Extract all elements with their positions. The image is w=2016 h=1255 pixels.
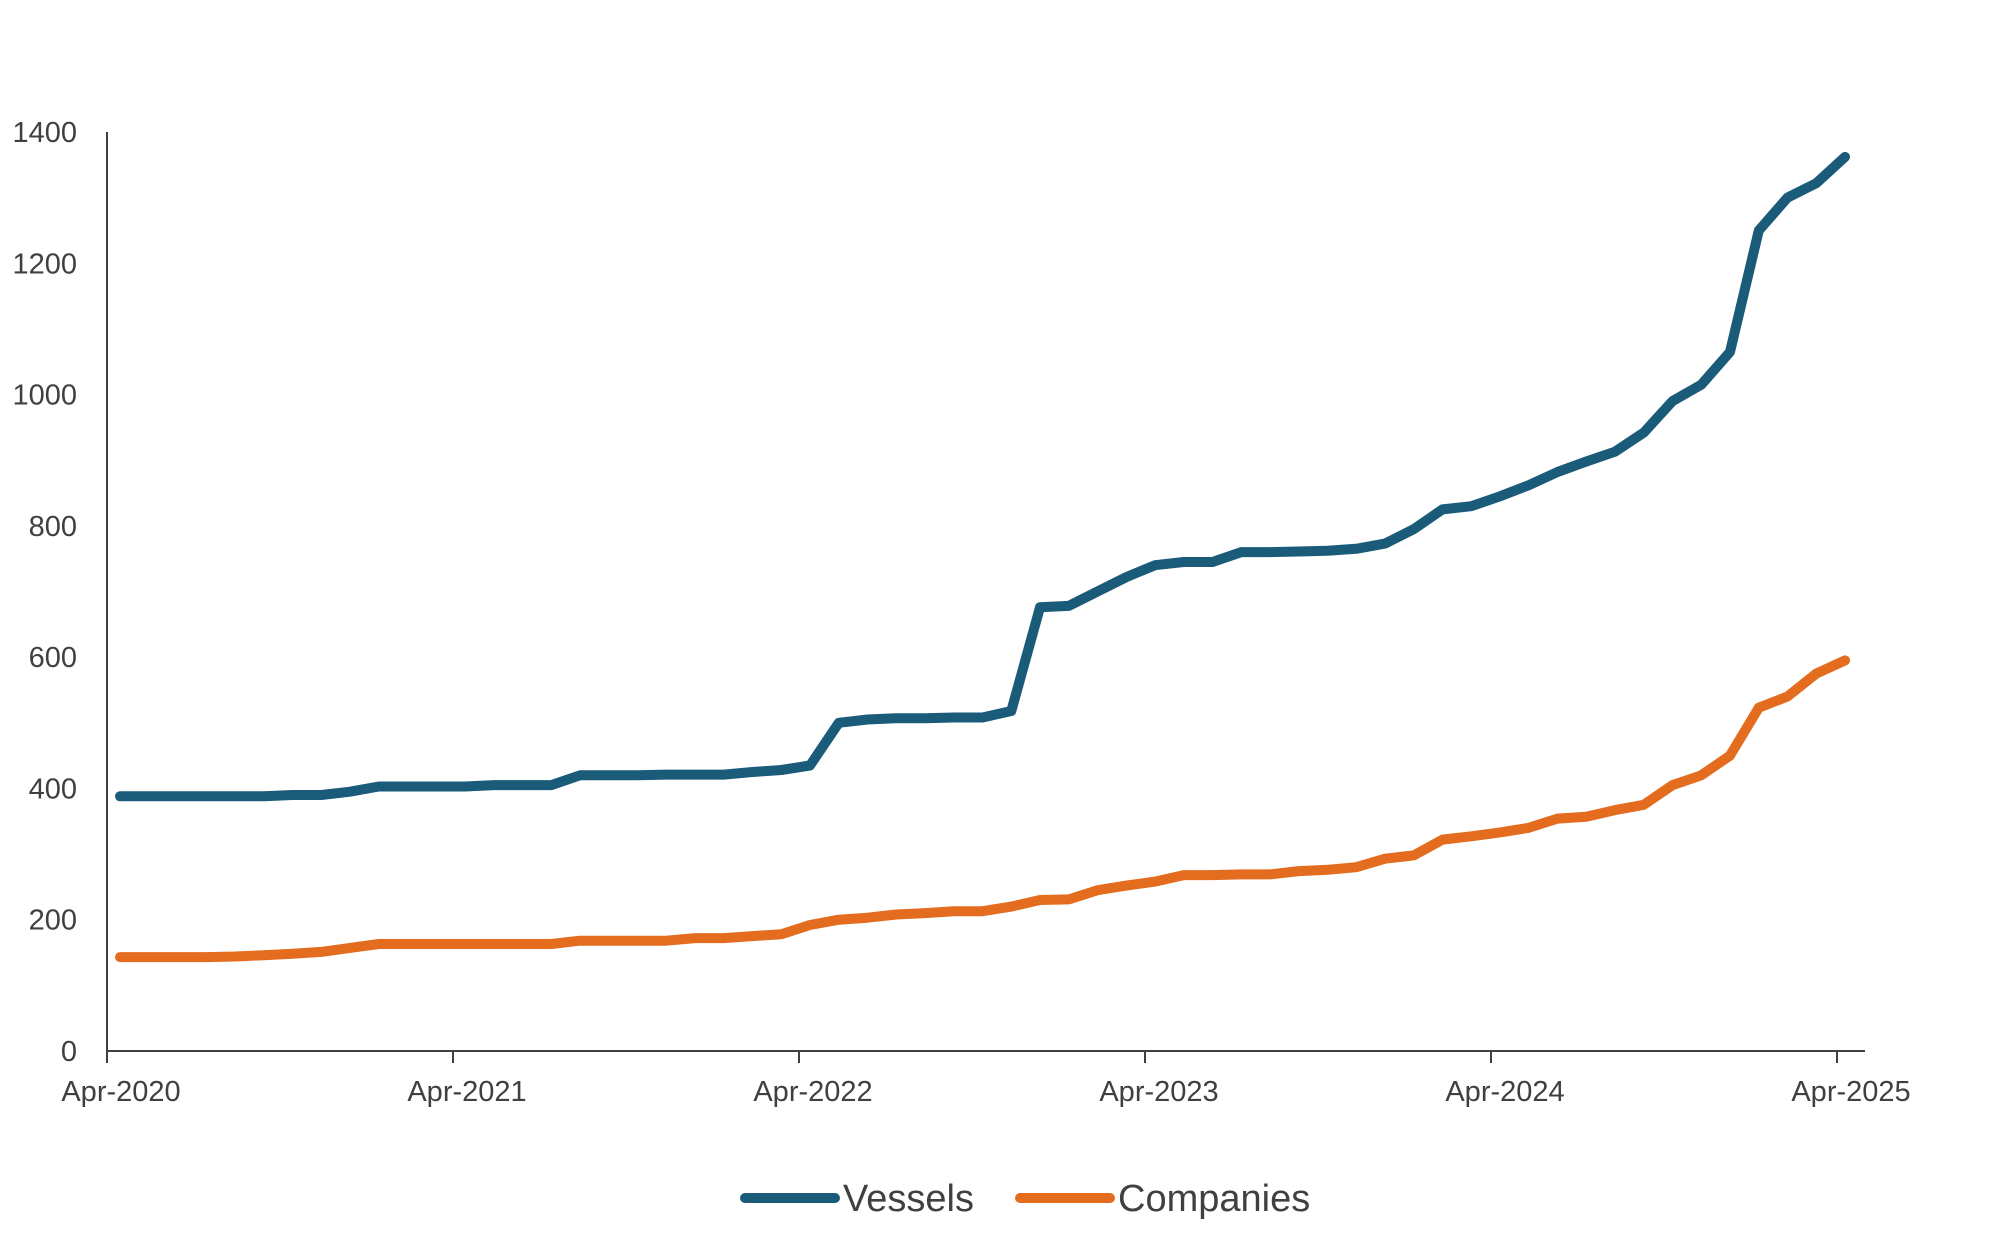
x-tick-label: Apr-2025: [1791, 1076, 1910, 1108]
y-tick-label: 1000: [12, 380, 77, 412]
x-tick-label: Apr-2024: [1445, 1076, 1564, 1108]
y-tick-label: 1200: [12, 248, 77, 280]
x-tick-label: Apr-2022: [753, 1076, 872, 1108]
legend: Vessels Companies: [740, 1178, 1310, 1220]
legend-label-vessels: Vessels: [843, 1178, 974, 1220]
x-tick-label: Apr-2023: [1099, 1076, 1218, 1108]
y-tick-label: 0: [61, 1036, 77, 1068]
series-line-companies: [115, 655, 1850, 963]
legend-label-companies: Companies: [1118, 1178, 1310, 1220]
x-ticks: Apr-2020 Apr-2021 Apr-2022 Apr-2023 Apr-2024…: [61, 1051, 1911, 1108]
x-tick-label: Apr-2020: [61, 1076, 180, 1108]
x-tick-label: Apr-2021: [407, 1076, 526, 1108]
y-tick-label: 400: [29, 773, 77, 805]
y-tick-labels: 0 200 400 600 800 1000 1200 1400: [12, 117, 77, 1068]
y-tick-label: 800: [29, 511, 77, 543]
y-tick-label: 1400: [12, 117, 77, 149]
series-lines: [115, 151, 1850, 963]
series-line-vessels: [115, 151, 1850, 802]
y-tick-label: 200: [29, 905, 77, 937]
axes: [106, 132, 1865, 1052]
y-tick-label: 600: [29, 642, 77, 674]
